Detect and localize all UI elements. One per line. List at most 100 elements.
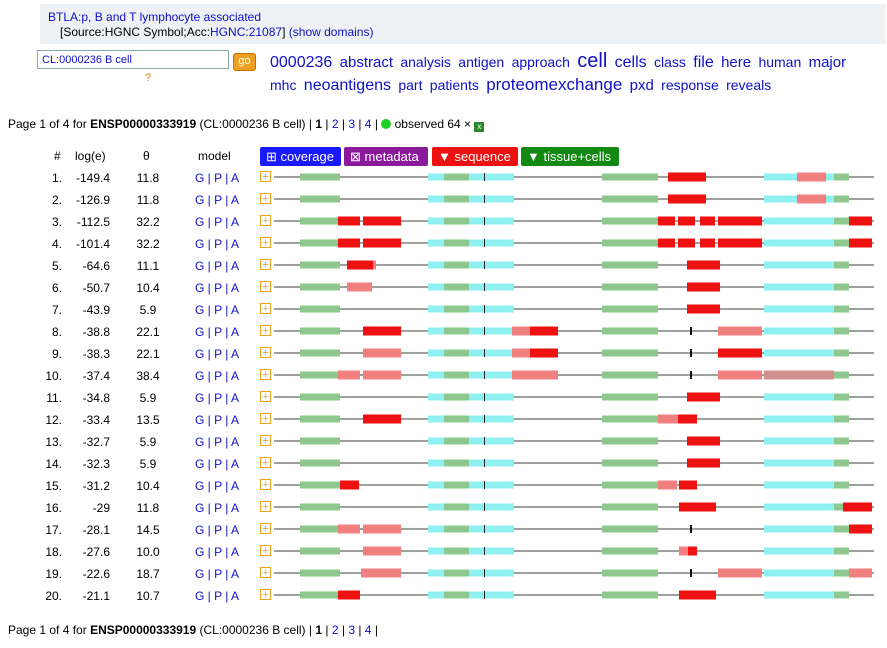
keyword-cells[interactable]: cells [614, 54, 647, 71]
row-model-links[interactable]: G | P | A [195, 259, 240, 273]
search-input[interactable] [37, 50, 229, 69]
row-number: 1. [51, 171, 62, 185]
peptide-map [274, 259, 874, 271]
row-model-links[interactable]: G | P | A [195, 457, 240, 471]
table-row: 3. -112.5 32.2 G | P | A + [0, 211, 887, 233]
expand-icon[interactable]: + [260, 303, 271, 315]
keyword-class[interactable]: class [654, 54, 686, 70]
keyword-human[interactable]: human [758, 54, 802, 70]
expand-icon[interactable]: + [260, 347, 271, 359]
row-loge: -37.4 [82, 369, 110, 383]
keyword-pxd[interactable]: pxd [629, 77, 654, 94]
row-model-links[interactable]: G | P | A [195, 391, 240, 405]
tab-sequence[interactable]: ▼ sequence [432, 147, 518, 166]
row-theta: 11.8 [136, 171, 160, 185]
row-loge: -43.9 [82, 303, 110, 317]
peptide-map [274, 237, 874, 249]
expand-icon[interactable]: + [260, 523, 271, 535]
expand-icon[interactable]: + [260, 237, 271, 249]
expand-icon[interactable]: + [260, 171, 271, 183]
page-link-2-bottom[interactable]: 2 [331, 623, 339, 637]
keyword-part[interactable]: part [398, 77, 423, 93]
help-icon[interactable]: ? [145, 72, 152, 84]
keyword-here[interactable]: here [721, 54, 752, 71]
keyword-antigen[interactable]: antigen [458, 54, 505, 70]
hgnc-link[interactable]: HGNC:21087 [210, 25, 283, 39]
expand-icon[interactable]: + [260, 435, 271, 447]
row-theta: 13.5 [136, 413, 160, 427]
row-model-links[interactable]: G | P | A [195, 589, 240, 603]
row-model-links[interactable]: G | P | A [195, 215, 240, 229]
spreadsheet-icon[interactable]: x [474, 122, 485, 132]
protein-source: [Source:HGNC Symbol;Acc:HGNC:21087] (sho… [60, 25, 374, 39]
keyword-major[interactable]: major [808, 54, 847, 71]
table-row: 11. -34.8 5.9 G | P | A + [0, 387, 887, 409]
keyword-approach[interactable]: approach [511, 54, 570, 70]
row-model-links[interactable]: G | P | A [195, 523, 240, 537]
row-number: 10. [45, 369, 62, 383]
row-model-links[interactable]: G | P | A [195, 545, 240, 559]
expand-icon[interactable]: + [260, 215, 271, 227]
tab-metadata[interactable]: ⊠ metadata [344, 147, 428, 166]
expand-icon[interactable]: + [260, 193, 271, 205]
expand-icon[interactable]: + [260, 391, 271, 403]
table-row: 12. -33.4 13.5 G | P | A + [0, 409, 887, 431]
row-loge: -27.6 [82, 545, 110, 559]
row-model-links[interactable]: G | P | A [195, 303, 240, 317]
keyword-mhc[interactable]: mhc [270, 77, 297, 93]
tab-tissue-cells[interactable]: ▼ tissue+cells [521, 147, 619, 166]
row-model-links[interactable]: G | P | A [195, 501, 240, 515]
peptide-map [274, 567, 874, 579]
tab-coverage[interactable]: ⊞ coverage [260, 147, 341, 166]
page-link-2[interactable]: 2 [331, 117, 339, 131]
row-model-links[interactable]: G | P | A [195, 325, 240, 339]
keyword-neoantigens[interactable]: neoantigens [303, 77, 391, 94]
row-model-links[interactable]: G | P | A [195, 435, 240, 449]
keyword-reveals[interactable]: reveals [726, 77, 772, 93]
page-link-4[interactable]: 4 [364, 117, 372, 131]
row-number: 4. [51, 237, 62, 251]
row-model-links[interactable]: G | P | A [195, 237, 240, 251]
expand-icon[interactable]: + [260, 589, 271, 601]
keyword-patients[interactable]: patients [429, 77, 479, 93]
expand-icon[interactable]: + [260, 325, 271, 337]
expand-icon[interactable]: + [260, 479, 271, 491]
page-link-3[interactable]: 3 [348, 117, 355, 131]
expand-icon[interactable]: + [260, 369, 271, 381]
keyword-abstract[interactable]: abstract [339, 54, 393, 71]
row-number: 17. [45, 523, 62, 537]
row-model-links[interactable]: G | P | A [195, 193, 240, 207]
row-model-links[interactable]: G | P | A [195, 479, 240, 493]
row-theta: 38.4 [136, 369, 160, 383]
table-row: 6. -50.7 10.4 G | P | A + [0, 277, 887, 299]
row-model-links[interactable]: G | P | A [195, 567, 240, 581]
show-domains-link[interactable]: (show domains) [288, 25, 374, 39]
keyword-proteomexchange[interactable]: proteomexchange [486, 75, 623, 94]
row-model-links[interactable]: G | P | A [195, 281, 240, 295]
table-row: 20. -21.1 10.7 G | P | A + [0, 585, 887, 607]
row-number: 8. [51, 325, 62, 339]
page-link-3-bottom[interactable]: 3 [348, 623, 355, 637]
expand-icon[interactable]: + [260, 281, 271, 293]
row-model-links[interactable]: G | P | A [195, 347, 240, 361]
expand-icon[interactable]: + [260, 259, 271, 271]
go-button[interactable]: go [233, 53, 256, 71]
protein-description[interactable]: BTLA:p, B and T lymphocyte associated [48, 10, 262, 24]
keyword-cell[interactable]: cell [577, 50, 608, 72]
row-model-links[interactable]: G | P | A [195, 413, 240, 427]
table-row: 8. -38.8 22.1 G | P | A + [0, 321, 887, 343]
keyword-analysis[interactable]: analysis [400, 54, 451, 70]
expand-icon[interactable]: + [260, 457, 271, 469]
keyword-file[interactable]: file [693, 54, 714, 71]
row-model-links[interactable]: G | P | A [195, 369, 240, 383]
expand-icon[interactable]: + [260, 545, 271, 557]
peptide-map [274, 589, 874, 601]
page-link-4-bottom[interactable]: 4 [364, 623, 372, 637]
peptide-map [274, 171, 874, 183]
keyword-response[interactable]: response [661, 77, 719, 93]
expand-icon[interactable]: + [260, 501, 271, 513]
expand-icon[interactable]: + [260, 413, 271, 425]
expand-icon[interactable]: + [260, 567, 271, 579]
keyword-0000236[interactable]: 0000236 [270, 54, 333, 71]
row-model-links[interactable]: G | P | A [195, 171, 240, 185]
